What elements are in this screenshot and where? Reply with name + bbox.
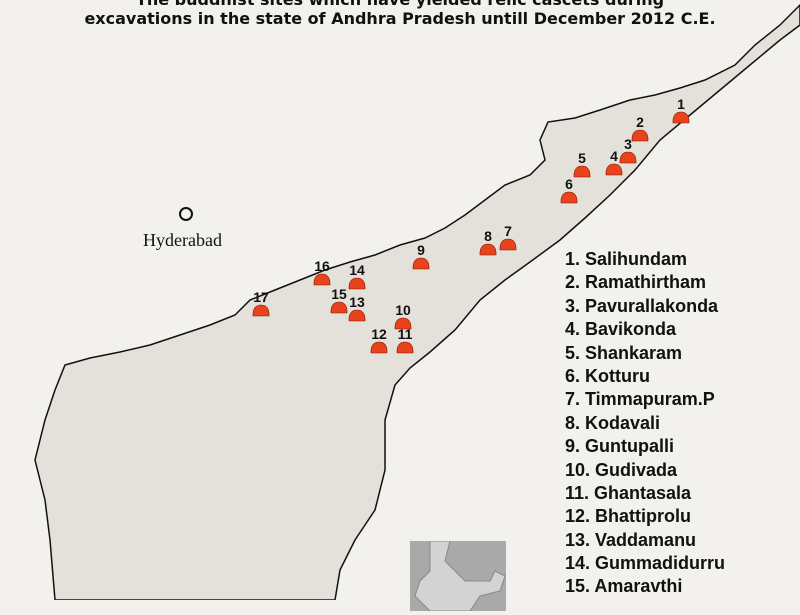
legend-item: 10. Gudivada (565, 459, 678, 480)
india-outline-icon (414, 540, 506, 612)
site-marker-1: 1 (672, 96, 690, 124)
legend-item: 13. Vaddamanu (565, 529, 697, 550)
site-marker-8: 8 (479, 228, 497, 256)
legend-item: 14. Gummadidurru (565, 553, 726, 574)
stupa-icon (348, 277, 366, 290)
city-label-hyderabad: Hyderabad (143, 230, 222, 250)
stupa-icon (672, 111, 690, 124)
site-number-label: 3 (624, 136, 632, 152)
site-number-label: 13 (349, 294, 365, 310)
legend-item: 9. Guntupalli (565, 436, 675, 457)
site-number-label: 7 (504, 223, 512, 239)
site-number-label: 4 (610, 148, 618, 164)
site-number-label: 11 (398, 326, 413, 342)
legend-item: 7. Timmapuram.P (565, 389, 715, 410)
india-inset-map (410, 540, 506, 612)
site-marker-13: 13 (348, 294, 366, 322)
site-marker-2: 2 (631, 114, 649, 142)
legend-item: 6. Kotturu (565, 365, 650, 386)
site-number-label: 8 (484, 228, 492, 244)
site-marker-12: 12 (370, 326, 388, 354)
site-number-label: 16 (314, 258, 330, 274)
stupa-icon (631, 129, 649, 142)
site-marker-9: 9 (412, 242, 430, 270)
stupa-icon (394, 317, 412, 330)
site-number-label: 1 (677, 96, 685, 112)
stupa-icon (479, 243, 497, 256)
site-marker-15: 15 (330, 286, 348, 314)
legend-item: 11. Ghantasala (565, 482, 692, 503)
legend-item: 2. Ramathirtham (565, 272, 707, 293)
legend-item: 1. Salihundam (565, 249, 688, 269)
site-marker-14: 14 (348, 262, 366, 290)
site-marker-7: 7 (499, 223, 517, 251)
stupa-icon (619, 151, 637, 164)
site-marker-6: 6 (560, 176, 578, 204)
legend-item: 4. Bavikonda (565, 319, 677, 340)
site-number-label: 10 (395, 302, 411, 318)
site-number-label: 14 (349, 262, 365, 278)
title-line-1: The buddhist sites which have yielded re… (0, 0, 800, 10)
stupa-icon (499, 238, 517, 251)
site-number-label: 17 (253, 289, 269, 305)
site-marker-10: 10 (394, 302, 412, 330)
stupa-icon (252, 304, 270, 317)
legend-item: 8. Kodavali (565, 412, 661, 433)
stupa-icon (573, 165, 591, 178)
site-marker-11: 11 (396, 326, 414, 354)
hyderabad-marker-icon (179, 207, 193, 221)
stupa-icon (605, 163, 623, 176)
stupa-icon (330, 301, 348, 314)
site-number-label: 6 (565, 176, 573, 192)
state-outline (34, 3, 800, 600)
stupa-icon (370, 341, 388, 354)
stupa-icon (412, 257, 430, 270)
site-number-label: 12 (371, 326, 387, 342)
site-marker-3: 3 (619, 136, 637, 164)
site-number-label: 2 (636, 114, 644, 130)
site-number-label: 15 (331, 286, 347, 302)
site-marker-4: 4 (605, 148, 623, 176)
stupa-icon (348, 309, 366, 322)
site-marker-17: 17 (252, 289, 270, 317)
site-number-label: 5 (578, 150, 586, 166)
site-number-label: 9 (417, 242, 425, 258)
site-marker-5: 5 (573, 150, 591, 178)
legend-item: 15. Amaravthi (565, 576, 683, 597)
legend-item: 3. Pavurallakonda (565, 295, 719, 316)
stupa-icon (313, 273, 331, 286)
legend-item: 5. Shankaram (565, 342, 683, 363)
legend-item: 12. Bhattiprolu (565, 506, 692, 527)
legend: 1. Salihundam 2. Ramathirtham 3. Pavural… (565, 248, 725, 599)
title-line-2: excavations in the state of Andhra Prade… (84, 9, 716, 28)
site-marker-16: 16 (313, 258, 331, 286)
stupa-icon (396, 341, 414, 354)
stupa-icon (560, 191, 578, 204)
